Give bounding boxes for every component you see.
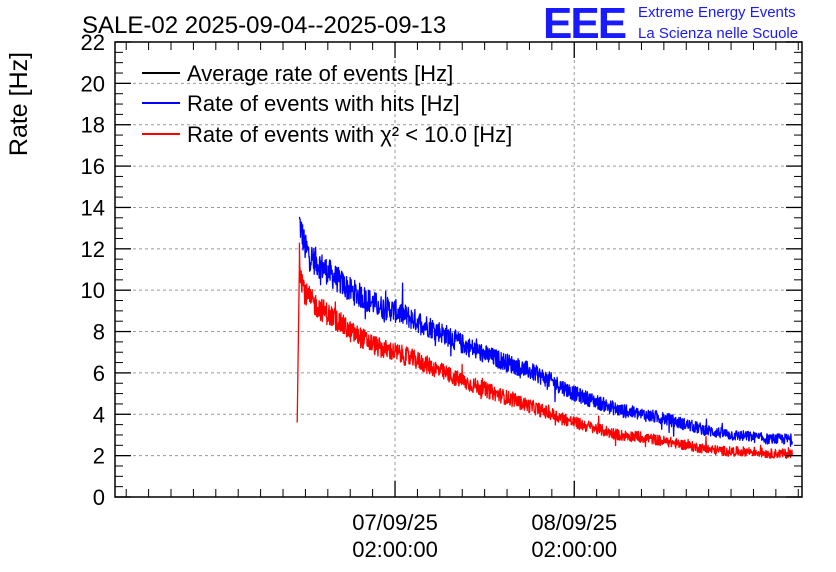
y-tick-label: 16: [81, 154, 105, 179]
x-tick-label-date: 08/09/25: [531, 510, 617, 535]
y-tick-label: 8: [93, 320, 105, 345]
y-tick-label: 22: [81, 30, 105, 55]
y-ticks: 0 2 4 6 8 10 12 14 16 18 20 22: [81, 30, 802, 510]
series-line-1: [298, 216, 793, 447]
y-tick-label: 6: [93, 361, 105, 386]
series-line-2: [296, 242, 793, 459]
grid: [115, 42, 802, 497]
y-tick-label: 4: [93, 402, 105, 427]
chart-title: SALE-02 2025-09-04--2025-09-13: [82, 12, 446, 39]
eee-logo: EEE Extreme Energy Events La Scienza nel…: [543, 2, 833, 48]
y-tick-label: 20: [81, 71, 105, 96]
x-tick-label-date: 07/09/25: [352, 510, 438, 535]
y-axis-label: Rate [Hz]: [5, 52, 33, 156]
legend: Average rate of events [Hz] Rate of event…: [142, 61, 512, 147]
y-tick-label: 10: [81, 278, 105, 303]
series-layer: [296, 216, 793, 459]
eee-logo-letters: EEE: [543, 0, 627, 48]
y-tick-label: 12: [81, 237, 105, 262]
legend-label-2: Rate of events with χ² < 10.0 [Hz]: [187, 122, 512, 147]
x-tick-label-time: 02:00:00: [531, 537, 617, 562]
legend-label-0: Average rate of events [Hz]: [187, 61, 453, 86]
x-tick-label-time: 02:00:00: [352, 537, 438, 562]
legend-label-1: Rate of events with hits [Hz]: [187, 91, 460, 116]
y-tick-label: 2: [93, 444, 105, 469]
y-tick-label: 0: [93, 485, 105, 510]
eee-logo-line2: La Scienza nelle Scuole: [638, 25, 799, 42]
eee-logo-line1: Extreme Energy Events: [638, 4, 796, 21]
y-tick-label: 14: [81, 195, 105, 220]
y-tick-label: 18: [81, 113, 105, 138]
